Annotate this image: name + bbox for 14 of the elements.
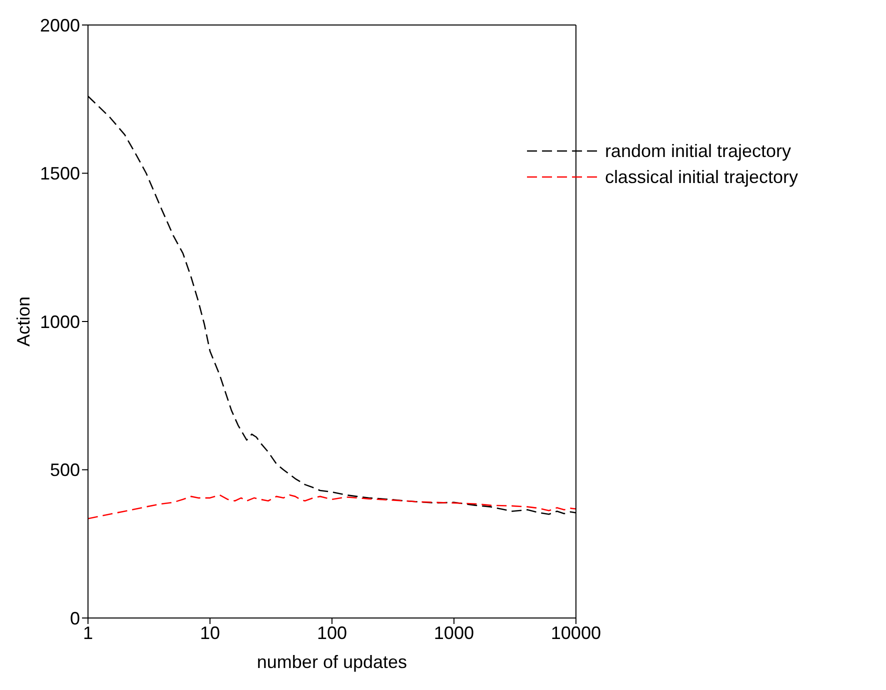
y-tick-label: 500 (50, 460, 80, 480)
y-tick-label: 1500 (40, 164, 80, 184)
legend-label: random initial trajectory (604, 140, 792, 162)
x-axis-title: number of updates (256, 652, 408, 672)
y-axis-title: Action (13, 296, 34, 347)
x-tick-label: 10 (200, 622, 220, 643)
y-tick-label: 1000 (40, 312, 80, 332)
x-tick-label: 1000 (434, 622, 474, 643)
y-tick-label: 0 (70, 608, 80, 628)
legend-label: classical initial trajectory (604, 166, 798, 188)
x-tick-label: 10000 (550, 622, 601, 643)
y-tick-label: 2000 (40, 15, 80, 36)
x-tick-label: 1 (82, 622, 94, 643)
x-tick-label: 100 (316, 622, 347, 643)
